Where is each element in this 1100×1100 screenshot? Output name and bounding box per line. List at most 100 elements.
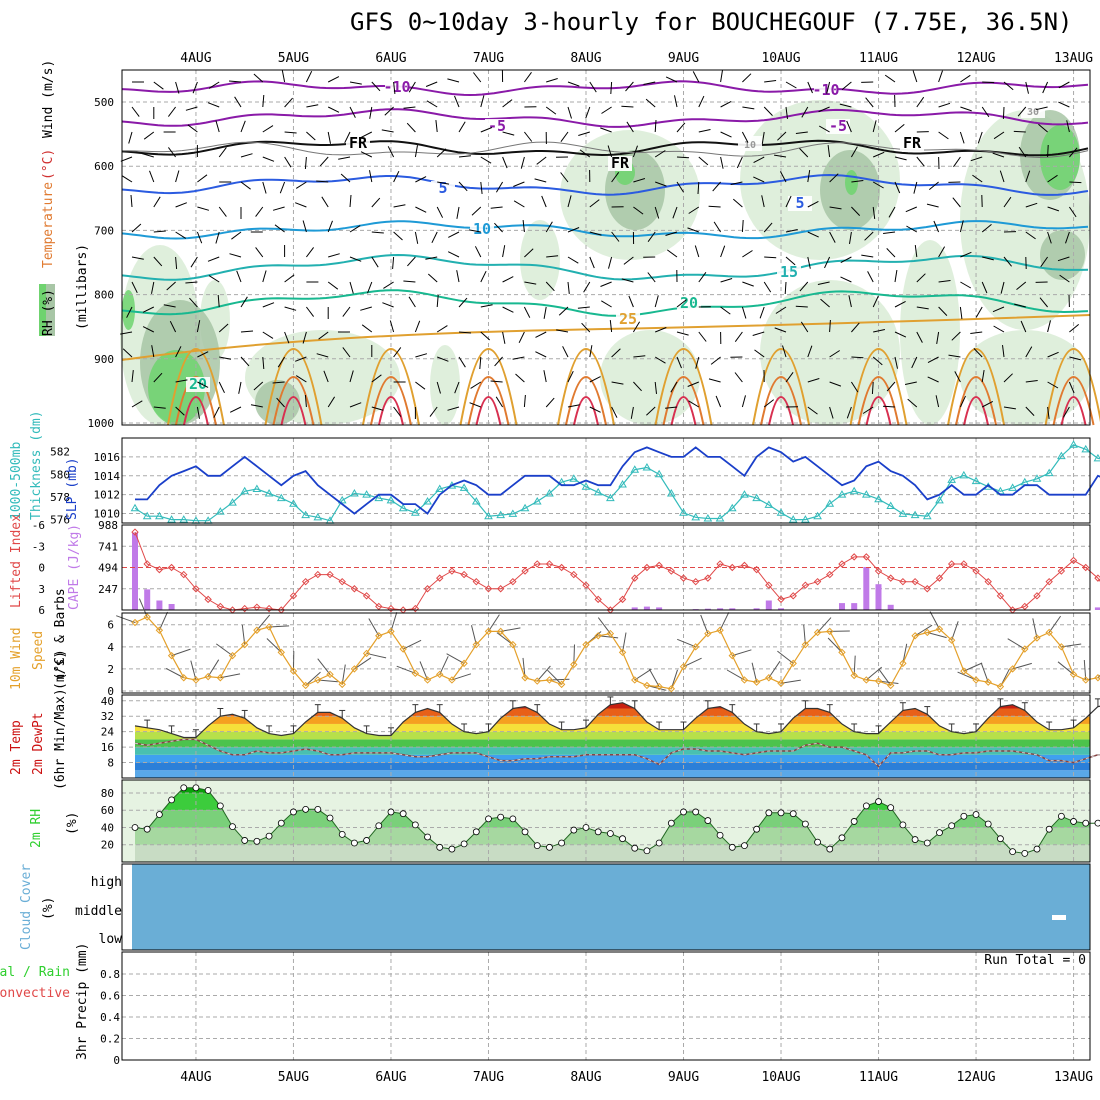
data-point: [777, 679, 785, 687]
data-point: [459, 483, 469, 491]
wind-barb: [490, 380, 503, 383]
data-point: [740, 676, 749, 684]
data-point: [618, 648, 627, 657]
contour-label: 10: [744, 140, 756, 151]
wind-barb: [807, 81, 813, 94]
wind-barb: [349, 106, 356, 118]
wind-barb: [396, 665, 416, 674]
wind-barb: [1039, 297, 1048, 308]
data-point: [362, 490, 371, 498]
wind-barb: [216, 643, 233, 657]
contour-label: -10: [812, 81, 839, 99]
data-point: [143, 613, 151, 621]
wind-barb: [496, 632, 514, 646]
data-point: [618, 479, 627, 488]
temp-tick: 16: [101, 741, 114, 754]
rh-tick: 40: [101, 821, 114, 834]
thickness-tick: 576: [50, 514, 70, 527]
data-point: [631, 676, 639, 684]
data-point: [862, 802, 870, 810]
thickness-tick: 580: [50, 468, 70, 481]
rh-blob: [255, 380, 300, 425]
wind-barb: [447, 251, 460, 258]
wind-barb: [305, 671, 321, 686]
contour-label-bg: [616, 312, 640, 327]
wind-barb: [774, 327, 787, 333]
data-point: [582, 824, 590, 831]
wind-barb: [175, 231, 187, 239]
data-point: [936, 829, 943, 837]
wind-barb: [708, 205, 721, 208]
data-point: [386, 495, 396, 504]
data-point: [533, 560, 541, 568]
wind-barb: [583, 281, 591, 293]
data-point: [606, 629, 615, 638]
wind-barb: [262, 270, 267, 283]
data-point: [216, 674, 225, 682]
wind-barb: [846, 120, 852, 133]
wind-barb: [567, 256, 579, 264]
data-point: [313, 512, 323, 521]
wind-barb: [840, 276, 852, 283]
wind-barb: [560, 131, 569, 142]
wind-barb: [131, 223, 142, 233]
cape-bar: [717, 608, 724, 610]
wind-barb: [513, 200, 525, 208]
wind-barb: [327, 396, 336, 408]
data-point: [801, 515, 810, 523]
wind-barb: [439, 656, 449, 675]
wind-barb: [665, 76, 678, 83]
warm-lobe: [182, 396, 209, 426]
data-point: [167, 563, 176, 572]
wind-barb: [708, 378, 721, 383]
wind-barb: [427, 273, 438, 283]
data-point: [448, 845, 456, 853]
wind-barb: [454, 381, 460, 394]
cape-bar: [887, 604, 894, 610]
precip-convective-label: Convective: [0, 986, 70, 1001]
wind-barb: [171, 648, 191, 657]
wind-barb: [655, 327, 667, 333]
precip-tick: 0.2: [100, 1032, 120, 1045]
data-point: [143, 825, 151, 833]
wind-barb: [1025, 380, 1038, 383]
data-point: [1069, 670, 1078, 679]
wind-barb: [383, 281, 394, 289]
wind-barb: [175, 202, 187, 208]
wind-barb: [1016, 281, 1027, 290]
wind-barb: [458, 331, 472, 334]
wind-barb: [1065, 231, 1070, 244]
wind-barb: [458, 356, 466, 368]
data-point: [460, 840, 468, 848]
wind-barb: [579, 149, 591, 158]
data-point: [789, 659, 797, 668]
wind-barb: [473, 72, 482, 83]
wind-barb: [138, 598, 148, 618]
data-point: [899, 659, 907, 668]
data-point: [155, 565, 164, 574]
wind-barb: [393, 406, 402, 417]
wind-barb: [829, 173, 839, 183]
wind-barb: [389, 320, 395, 333]
wind-barb: [215, 120, 220, 133]
data-point: [1045, 825, 1053, 833]
wind-barb: [734, 372, 743, 383]
data-point: [155, 811, 163, 818]
data-point: [594, 595, 602, 604]
wind-barb: [865, 97, 874, 108]
wind-barb: [1047, 351, 1059, 358]
wind-barb: [1025, 170, 1031, 183]
temp-tick: 24: [101, 726, 115, 739]
data-point: [972, 676, 980, 684]
wind-barb: [807, 378, 820, 383]
wind-barb: [959, 220, 964, 233]
wind-barb: [608, 256, 613, 269]
temp-band: [135, 708, 1090, 717]
thickness-line: [134, 444, 1100, 522]
wind-barb: [846, 406, 852, 419]
wind-barb: [480, 181, 483, 194]
data-point: [484, 511, 493, 520]
precip-tick: 0.8: [100, 968, 120, 981]
wind-barb: [158, 611, 168, 631]
warm-lobe: [361, 348, 420, 426]
